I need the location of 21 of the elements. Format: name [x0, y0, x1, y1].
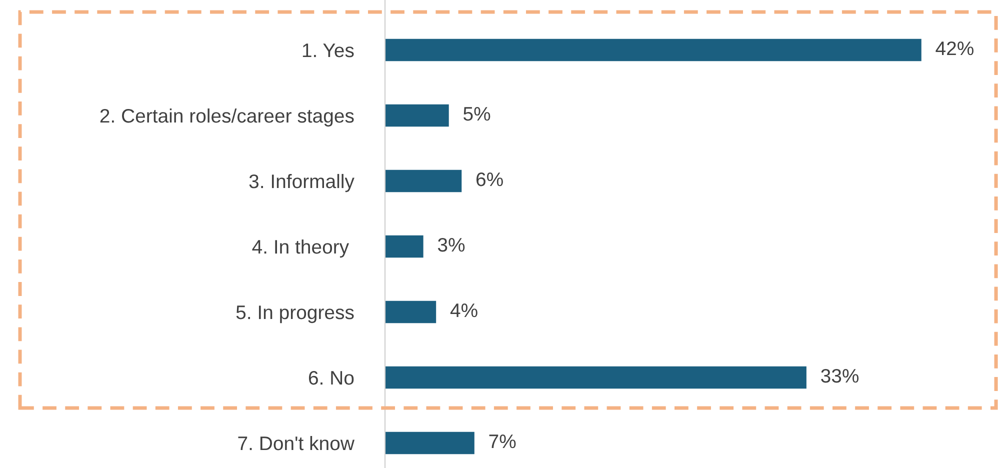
y-tick-label: 4. In theory [252, 239, 350, 258]
y-tick-label: 1. Yes [302, 44, 354, 58]
bar [385, 300, 436, 324]
bar [385, 104, 449, 127]
y-tick-label: 6. No [308, 370, 354, 385]
bar [385, 38, 922, 62]
bar [385, 366, 806, 389]
data-label: 5% [464, 107, 490, 121]
data-label: 7% [489, 434, 516, 448]
bar [385, 235, 424, 258]
data-label: 33% [821, 368, 859, 383]
y-tick-label: 7. Don't know [238, 436, 354, 450]
data-label: 3% [438, 238, 465, 252]
y-tick-label: 3. Informally [249, 174, 354, 192]
bar [385, 432, 474, 454]
data-label: 42% [936, 41, 974, 56]
bar [385, 170, 462, 192]
data-label: 6% [476, 172, 503, 186]
data-label: 4% [450, 304, 478, 318]
y-tick-label: 5. In progress [236, 306, 354, 324]
y-tick-label: 2. Certain roles/career stages [100, 108, 354, 127]
